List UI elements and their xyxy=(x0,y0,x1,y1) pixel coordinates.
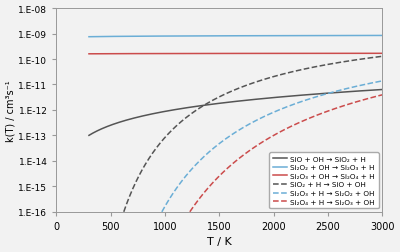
SiO₂ + H → SiO + OH xyxy=(380,55,384,58)
Si₂O₄ + H → Si₂O₃ + OH xyxy=(188,210,192,213)
Si₂O₂ + OH → Si₂O₃ + H xyxy=(86,36,91,39)
Si₂O₃ + OH → Si₂O₄ + H xyxy=(199,53,204,56)
SiO₂ + H → SiO + OH xyxy=(211,99,216,102)
SiO + OH → SiO₂ + H xyxy=(86,134,91,137)
Si₂O₃ + OH → Si₂O₄ + H xyxy=(380,53,384,56)
X-axis label: T / K: T / K xyxy=(207,237,232,246)
SiO + OH → SiO₂ + H xyxy=(144,114,149,117)
Si₂O₂ + OH → Si₂O₃ + H xyxy=(110,36,114,39)
Si₂O₃ + H → Si₂O₂ + OH xyxy=(194,162,199,165)
Si₂O₄ + H → Si₂O₃ + OH xyxy=(263,139,268,142)
SiO + OH → SiO₂ + H xyxy=(380,89,384,92)
SiO + OH → SiO₂ + H xyxy=(199,105,204,108)
Si₂O₃ + H → Si₂O₂ + OH xyxy=(237,129,242,132)
SiO + OH → SiO₂ + H xyxy=(242,100,247,103)
Si₂O₄ + H → Si₂O₃ + OH xyxy=(380,94,384,97)
Si₂O₄ + H → Si₂O₃ + OH xyxy=(231,162,236,165)
Si₂O₃ + OH → Si₂O₄ + H xyxy=(110,53,114,56)
SiO₂ + H → SiO + OH xyxy=(274,75,279,78)
Si₂O₃ + OH → Si₂O₄ + H xyxy=(86,53,91,56)
Line: SiO₂ + H → SiO + OH: SiO₂ + H → SiO + OH xyxy=(124,57,382,212)
Si₂O₃ + OH → Si₂O₄ + H xyxy=(305,53,310,56)
Si₂O₂ + OH → Si₂O₃ + H xyxy=(328,35,333,38)
SiO₂ + H → SiO + OH xyxy=(282,73,287,76)
Si₂O₄ + H → Si₂O₃ + OH xyxy=(340,105,344,108)
Si₂O₃ + H → Si₂O₂ + OH xyxy=(178,181,183,184)
Si₂O₂ + OH → Si₂O₃ + H xyxy=(199,35,204,38)
Si₂O₄ + H → Si₂O₃ + OH xyxy=(295,122,300,125)
Si₂O₂ + OH → Si₂O₃ + H xyxy=(305,35,310,38)
Si₂O₃ + H → Si₂O₂ + OH xyxy=(160,210,164,213)
Si₂O₄ + H → Si₂O₃ + OH xyxy=(302,119,307,122)
Si₂O₃ + H → Si₂O₂ + OH xyxy=(322,93,327,97)
SiO₂ + H → SiO + OH xyxy=(332,62,337,66)
SiO₂ + H → SiO + OH xyxy=(121,210,126,213)
SiO₂ + H → SiO + OH xyxy=(296,70,300,73)
Si₂O₃ + OH → Si₂O₄ + H xyxy=(144,53,149,56)
Line: Si₂O₃ + H → Si₂O₂ + OH: Si₂O₃ + H → Si₂O₂ + OH xyxy=(162,82,382,212)
Y-axis label: k(T) / cm³s⁻¹: k(T) / cm³s⁻¹ xyxy=(6,80,16,141)
Si₂O₄ + H → Si₂O₃ + OH xyxy=(288,125,293,129)
SiO + OH → SiO₂ + H xyxy=(328,92,333,95)
Si₂O₃ + H → Si₂O₂ + OH xyxy=(380,80,384,83)
Si₂O₃ + H → Si₂O₂ + OH xyxy=(178,181,183,184)
Si₂O₂ + OH → Si₂O₃ + H xyxy=(242,35,247,38)
Si₂O₃ + OH → Si₂O₄ + H xyxy=(242,53,247,56)
SiO₂ + H → SiO + OH xyxy=(246,84,251,87)
Si₂O₃ + H → Si₂O₂ + OH xyxy=(182,176,187,179)
Line: Si₂O₄ + H → Si₂O₃ + OH: Si₂O₄ + H → Si₂O₃ + OH xyxy=(190,96,382,212)
Si₂O₂ + OH → Si₂O₃ + H xyxy=(380,35,384,38)
Legend: SiO + OH → SiO₂ + H, Si₂O₂ + OH → Si₂O₃ + H, Si₂O₃ + OH → Si₂O₄ + H, SiO₂ + H → : SiO + OH → SiO₂ + H, Si₂O₂ + OH → Si₂O₃ … xyxy=(270,152,378,208)
Si₂O₂ + OH → Si₂O₃ + H xyxy=(144,36,149,39)
Line: Si₂O₂ + OH → Si₂O₃ + H: Si₂O₂ + OH → Si₂O₃ + H xyxy=(89,36,382,38)
SiO + OH → SiO₂ + H xyxy=(110,124,114,127)
Line: SiO + OH → SiO₂ + H: SiO + OH → SiO₂ + H xyxy=(89,90,382,136)
Si₂O₃ + OH → Si₂O₄ + H xyxy=(328,53,333,56)
Line: Si₂O₃ + OH → Si₂O₄ + H: Si₂O₃ + OH → Si₂O₄ + H xyxy=(89,54,382,55)
SiO + OH → SiO₂ + H xyxy=(305,94,310,97)
